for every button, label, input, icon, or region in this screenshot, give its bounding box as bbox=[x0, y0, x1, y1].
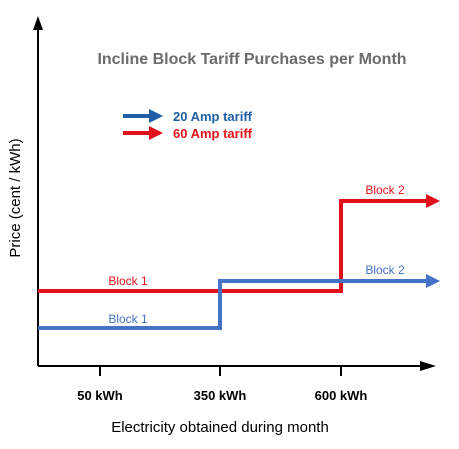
series-60-amp-block-2-label: Block 2 bbox=[365, 183, 405, 197]
legend-label-20-amp: 20 Amp tariff bbox=[173, 109, 253, 124]
legend-item-60-amp: 60 Amp tariff bbox=[123, 126, 253, 141]
legend-arrow-60-amp bbox=[149, 126, 163, 140]
y-axis-label: Price (cent / kWh) bbox=[7, 138, 24, 257]
series-layer: Block 1 Block 2 Block 1 Block 2 bbox=[38, 183, 440, 330]
x-ticks: 50 kWh 350 kWh 600 kWh bbox=[77, 366, 367, 403]
x-axis-arrowhead bbox=[420, 361, 436, 371]
x-axis-label: Electricity obtained during month bbox=[111, 419, 329, 436]
legend-item-20-amp: 20 Amp tariff bbox=[123, 109, 253, 124]
y-axis-arrowhead bbox=[33, 16, 43, 30]
series-20-amp-block-1-label: Block 1 bbox=[108, 312, 148, 326]
series-60-amp-line bbox=[38, 199, 426, 293]
series-60-amp-arrow bbox=[426, 194, 440, 208]
series-60-amp-block-1-label: Block 1 bbox=[108, 274, 148, 288]
legend: 20 Amp tariff 60 Amp tariff bbox=[123, 109, 253, 141]
legend-label-60-amp: 60 Amp tariff bbox=[173, 126, 253, 141]
series-20-amp-arrow bbox=[426, 274, 440, 288]
axes bbox=[33, 16, 436, 371]
series-20-amp-block-2-label: Block 2 bbox=[365, 263, 405, 277]
x-tick-label: 350 kWh bbox=[194, 388, 247, 403]
chart-title: Incline Block Tariff Purchases per Month bbox=[97, 51, 406, 68]
legend-arrow-20-amp bbox=[149, 109, 163, 123]
x-tick-label: 50 kWh bbox=[77, 388, 123, 403]
series-20-amp-line bbox=[38, 279, 426, 330]
x-tick-label: 600 kWh bbox=[315, 388, 368, 403]
